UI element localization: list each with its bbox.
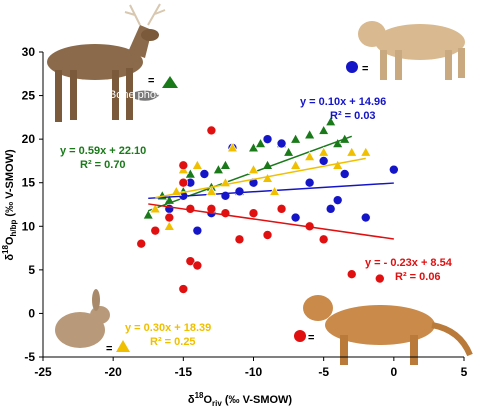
- trend-line: [155, 157, 366, 199]
- y-tick-label: 10: [22, 219, 36, 233]
- point: [164, 204, 175, 214]
- point: [149, 203, 161, 214]
- point: [346, 269, 357, 280]
- point: [276, 138, 287, 149]
- trend-equation: y = 0.10x + 14.96: [300, 96, 386, 108]
- point: [219, 159, 231, 170]
- x-tick-label: -20: [104, 365, 122, 379]
- point: [262, 230, 273, 240]
- legend-equals: =: [106, 343, 112, 355]
- legend-equals: =: [148, 75, 154, 87]
- point: [389, 164, 399, 175]
- point: [192, 225, 203, 236]
- y-tick-label: -5: [24, 350, 35, 364]
- point: [163, 220, 175, 231]
- point: [164, 212, 175, 223]
- trend-r2: R² = 0.25: [150, 336, 196, 348]
- annotation: Bone phosphate: [109, 89, 189, 101]
- point: [247, 164, 260, 174]
- point: [325, 116, 337, 127]
- point: [318, 124, 330, 135]
- point: [318, 146, 330, 157]
- point: [142, 209, 154, 220]
- legend-marker: [116, 340, 130, 352]
- y-tick-label: 25: [22, 89, 36, 103]
- point: [304, 177, 315, 188]
- x-tick-label: -15: [175, 365, 193, 379]
- trend-r2: R² = 0.70: [80, 159, 126, 171]
- point: [136, 238, 147, 249]
- point: [360, 212, 371, 223]
- point: [339, 169, 350, 179]
- trend-line: [148, 182, 394, 200]
- point: [318, 156, 329, 166]
- point: [178, 177, 189, 188]
- point: [262, 134, 273, 144]
- point: [191, 159, 203, 170]
- point: [283, 146, 295, 157]
- point: [290, 212, 301, 223]
- y-axis-label: δ18Oh/bp (‰ V-SMOW): [1, 149, 18, 261]
- point: [346, 146, 358, 157]
- x-tick-label: -5: [318, 365, 329, 379]
- legend-marker: [294, 330, 306, 342]
- point: [276, 204, 287, 214]
- deer-illustration: Bone phosphate =: [47, 3, 189, 122]
- y-tick-label: 5: [28, 263, 35, 277]
- point: [226, 142, 238, 153]
- point: [150, 225, 161, 236]
- point: [269, 185, 281, 196]
- x-tick-label: -10: [245, 365, 263, 379]
- trend-equation: y = 0.59x + 22.10: [60, 145, 146, 157]
- point: [262, 159, 274, 170]
- x-tick-label: 0: [390, 365, 397, 379]
- point: [290, 159, 302, 170]
- y-tick-label: 15: [22, 176, 36, 190]
- point: [374, 273, 385, 284]
- point: [220, 208, 231, 219]
- point: [332, 195, 343, 205]
- x-tick-label: -25: [34, 365, 52, 379]
- trend-equation: y = - 0.23x + 8.54: [365, 257, 453, 269]
- trend-equation: y = 0.30x + 18.39: [125, 322, 211, 334]
- point: [178, 284, 189, 294]
- x-tick-label: 5: [461, 365, 468, 379]
- legend-marker: [346, 61, 358, 73]
- trend-r2: R² = 0.06: [395, 271, 441, 283]
- point: [318, 234, 329, 245]
- bobcat-illustration: =: [346, 21, 465, 80]
- legend-equals: =: [308, 332, 314, 344]
- point: [325, 204, 336, 214]
- legend-marker: [162, 76, 178, 88]
- y-tick-label: 30: [22, 45, 36, 59]
- point: [360, 146, 372, 157]
- point: [206, 125, 217, 136]
- point: [178, 160, 189, 171]
- y-tick-label: 20: [22, 132, 36, 146]
- point: [185, 256, 196, 266]
- point: [248, 208, 259, 219]
- trend-r2: R² = 0.03: [330, 110, 376, 122]
- point: [192, 260, 203, 271]
- x-axis-label: δ18Oriv (‰ V-SMOW): [188, 391, 293, 408]
- trend-line: [148, 203, 394, 240]
- rabbit-illustration: =: [55, 289, 130, 355]
- cougar-illustration: =: [294, 295, 473, 365]
- point: [255, 137, 267, 148]
- point: [234, 186, 245, 197]
- point: [234, 234, 245, 245]
- point: [304, 129, 316, 140]
- point: [290, 133, 302, 144]
- point: [205, 185, 217, 196]
- point: [304, 150, 316, 161]
- y-tick-label: 0: [28, 306, 35, 320]
- point: [212, 164, 224, 174]
- legend-equals: =: [362, 63, 368, 75]
- point: [199, 169, 210, 179]
